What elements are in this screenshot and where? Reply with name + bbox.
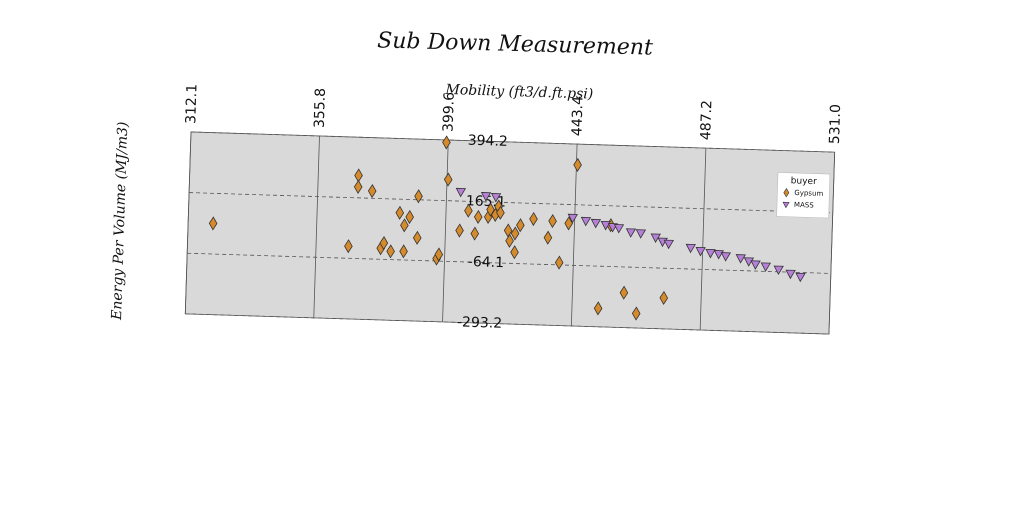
data-point xyxy=(567,213,578,224)
data-point xyxy=(705,248,716,259)
legend-label: Gypsum xyxy=(794,189,823,198)
data-point xyxy=(659,290,669,306)
x-axis-label: Mobility (ft3/d.ft.psi) xyxy=(444,82,593,103)
data-point xyxy=(619,285,629,300)
x-tick-label: 312.1 xyxy=(183,84,200,125)
data-point xyxy=(505,233,514,248)
data-point xyxy=(412,230,422,245)
data-point xyxy=(414,189,423,204)
grid-line xyxy=(184,131,192,314)
data-point xyxy=(590,218,602,229)
data-point xyxy=(367,183,377,199)
data-point xyxy=(529,211,538,227)
legend-marker xyxy=(782,201,790,209)
data-point xyxy=(455,187,467,198)
chart-title: Sub Down Measurement xyxy=(377,28,653,60)
data-point xyxy=(743,257,755,267)
data-point xyxy=(543,230,553,245)
data-point xyxy=(685,243,696,254)
data-point xyxy=(486,202,495,217)
data-point xyxy=(564,216,573,231)
data-point xyxy=(635,229,647,239)
data-point xyxy=(510,245,519,260)
data-point xyxy=(720,252,732,262)
data-point xyxy=(580,216,592,227)
data-point xyxy=(208,216,218,231)
data-point xyxy=(386,244,395,259)
grid-line xyxy=(570,144,578,326)
data-point xyxy=(443,172,453,187)
data-point xyxy=(400,218,409,233)
data-point xyxy=(613,224,625,234)
data-point xyxy=(593,301,603,316)
x-tick-label: 399.6 xyxy=(441,92,458,133)
x-tick-label: 531.0 xyxy=(827,104,844,145)
data-point xyxy=(379,235,389,251)
plot-area: Mobility (ft3/d.ft.psi) Energy Per Volum… xyxy=(109,82,844,335)
data-point xyxy=(510,226,520,241)
data-point xyxy=(625,228,637,238)
data-point xyxy=(773,265,784,276)
y-axis-label: Energy Per Volume (MJ/m3) xyxy=(109,121,131,321)
grid-line xyxy=(828,152,836,335)
data-point xyxy=(663,239,675,250)
x-tick-label: 355.8 xyxy=(312,88,329,129)
data-point xyxy=(785,269,796,280)
data-point xyxy=(473,209,483,225)
grid-line xyxy=(442,140,449,322)
y-tick-label: -64.1 xyxy=(468,254,505,271)
data-point xyxy=(695,246,706,257)
data-point xyxy=(516,218,525,233)
data-point xyxy=(631,306,641,321)
x-tick-label: 443.4 xyxy=(569,96,586,137)
grid-line xyxy=(189,192,833,214)
data-point xyxy=(395,205,405,220)
legend-box xyxy=(776,172,831,219)
data-point xyxy=(760,262,772,272)
data-point xyxy=(554,255,564,270)
data-point xyxy=(353,179,363,194)
x-tick-label: 487.2 xyxy=(698,100,715,141)
legend-marker xyxy=(783,187,790,198)
legend-title: buyer xyxy=(791,176,818,187)
grid-line xyxy=(313,135,320,318)
data-point xyxy=(344,239,353,254)
data-point xyxy=(470,226,480,241)
data-point xyxy=(405,209,414,225)
data-point xyxy=(490,193,502,203)
y-tick-label: -293.2 xyxy=(457,314,503,331)
data-point xyxy=(455,223,464,238)
data-point xyxy=(573,157,582,172)
data-point xyxy=(795,272,806,283)
grid-line xyxy=(187,252,831,274)
y-tick-label: 394.2 xyxy=(468,133,509,150)
grid-line xyxy=(699,148,707,331)
data-point xyxy=(464,203,473,218)
grid-line xyxy=(190,131,835,153)
legend-label: MASS xyxy=(794,201,815,210)
data-point xyxy=(480,192,492,202)
data-point xyxy=(548,214,557,229)
data-point xyxy=(735,254,746,264)
grid-line xyxy=(185,313,829,335)
data-point xyxy=(442,135,451,150)
data-point xyxy=(434,247,444,262)
data-point xyxy=(399,244,408,259)
data-point xyxy=(750,260,761,270)
data-point xyxy=(496,205,505,220)
